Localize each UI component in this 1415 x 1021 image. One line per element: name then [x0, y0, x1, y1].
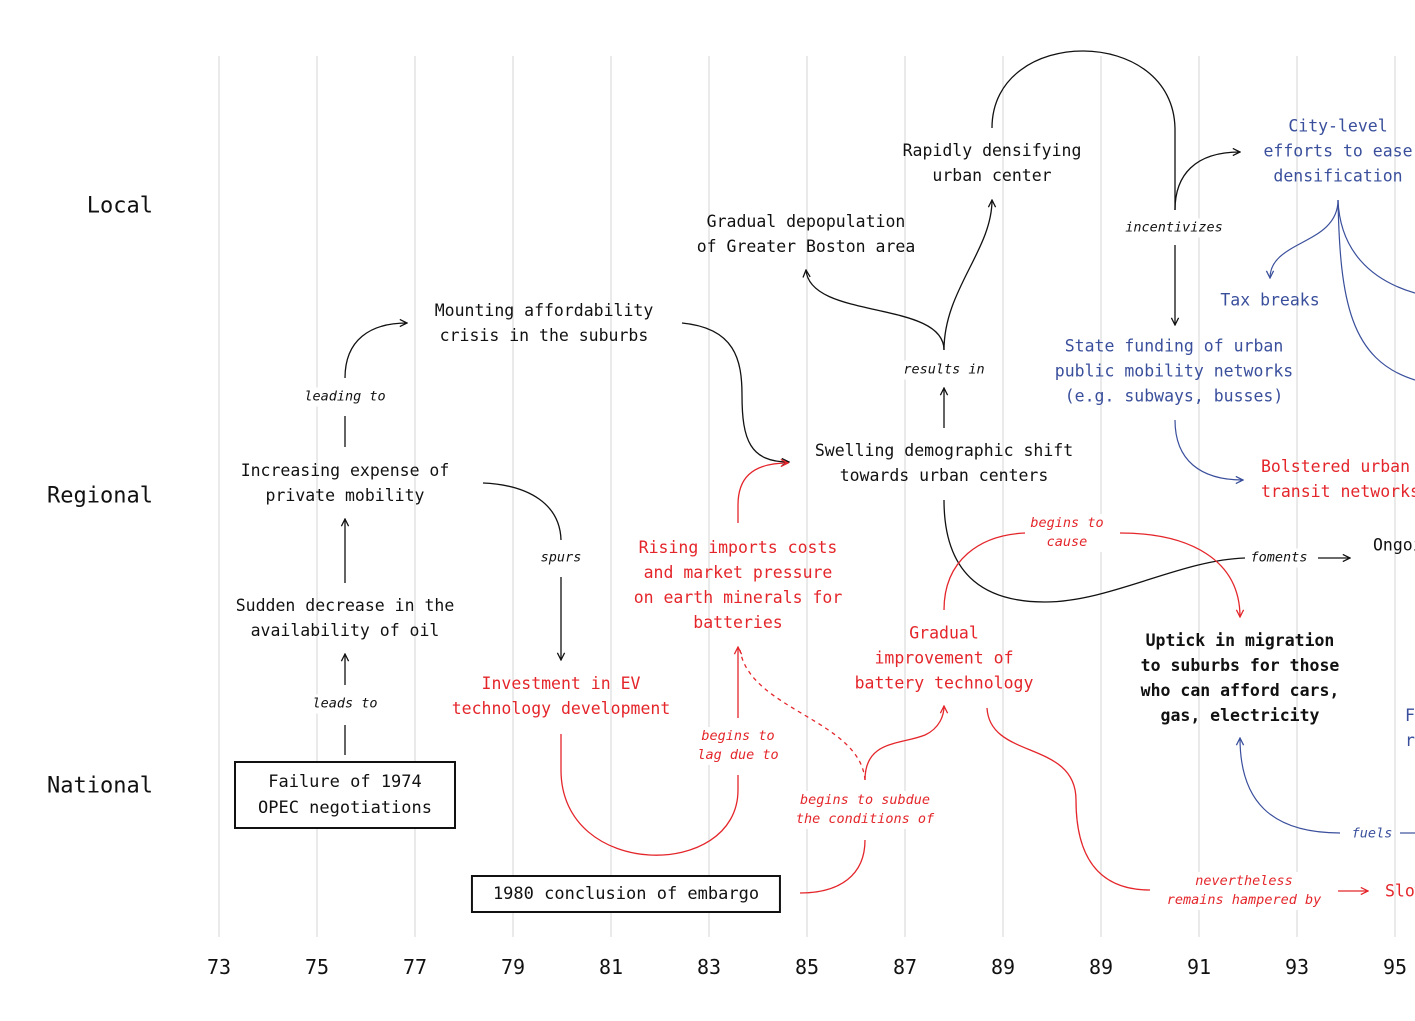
year-tick: 79 [500, 955, 526, 979]
level-national: National [47, 773, 153, 799]
edge-cause-to-uptick [1119, 532, 1240, 617]
year-tick: 89 [1088, 955, 1114, 979]
edge-battery-to-cause [943, 532, 1026, 611]
year-tick: 91 [1186, 955, 1212, 979]
node-rising-imports: Rising imports costs and market pressure… [633, 538, 843, 632]
node-oil-decrease: Sudden decrease in the availability of o… [235, 596, 455, 640]
edge-densifying-to-incentivizes [991, 50, 1176, 210]
label-leading-to: leading to [304, 387, 386, 407]
node-demographic-shift: Swelling demographic shift towards urban… [814, 441, 1074, 485]
edge-leadingto-to-affordability [344, 323, 407, 379]
node-slow: Slow [1385, 881, 1415, 901]
node-battery-improvement: Gradual improvement of battery technolog… [854, 623, 1034, 693]
edge-battery-to-nevertheless [986, 707, 1151, 891]
edge-investment-to-lag [560, 734, 739, 856]
node-bolstered-transit: Bolstered urban transit networks [1261, 457, 1415, 501]
year-tick: 89 [990, 955, 1016, 979]
edge-city-to-right-1 [1337, 199, 1415, 294]
year-tick: 77 [402, 955, 428, 979]
node-private-mobility-expense: Increasing expense of private mobility [240, 461, 450, 505]
node-depopulation: Gradual depopulation of Greater Boston a… [696, 212, 916, 256]
edge-city-to-taxbreaks [1270, 199, 1339, 278]
node-investment-ev: Investment in EV technology development [451, 674, 671, 718]
year-tick: 85 [794, 955, 820, 979]
edge-demographic-to-foments [943, 499, 1246, 603]
node-uptick-migration: Uptick in migration to suburbs for those… [1140, 631, 1340, 725]
edge-subdue-to-battery [864, 706, 944, 781]
node-right-edge-blue: F r [1405, 706, 1415, 750]
level-local: Local [86, 193, 153, 219]
node-city-level-efforts: City-level efforts to ease densification [1263, 116, 1413, 186]
label-nevertheless: nevertheless remains hampered by [1166, 872, 1322, 910]
edge-state-to-bolstered [1174, 419, 1243, 480]
edge-incentivizes-to-city [1174, 152, 1240, 211]
label-begins-to-lag: begins to lag due to [697, 727, 779, 765]
year-tick: 87 [892, 955, 918, 979]
edge-resultsin-to-depopulation [806, 270, 945, 351]
edge-resultsin-to-densifying [943, 200, 992, 351]
label-results-in: results in [903, 360, 985, 380]
label-fuels: fuels [1351, 824, 1393, 844]
year-tick: 75 [304, 955, 330, 979]
node-tax-breaks: Tax breaks [1220, 290, 1320, 310]
label-incentivizes: incentivizes [1125, 218, 1223, 238]
year-tick: 73 [206, 955, 232, 979]
node-ongoing: Ongoing [1373, 535, 1415, 555]
node-embargo-conclusion: 1980 conclusion of embargo [470, 875, 782, 913]
label-begins-to-cause: begins to cause [1030, 514, 1104, 552]
edge-affordability-to-demographic [681, 322, 789, 462]
node-opec-failure: Failure of 1974 OPEC negotiations [234, 761, 456, 829]
node-state-funding: State funding of urban public mobility n… [1054, 336, 1294, 406]
year-tick: 83 [696, 955, 722, 979]
node-densifying-urban-center: Rapidly densifying urban center [902, 141, 1082, 185]
year-tick: 81 [598, 955, 624, 979]
edge-city-to-right-2 [1337, 199, 1415, 381]
edge-embargo-to-subdue [799, 839, 866, 894]
year-tick: 93 [1284, 955, 1310, 979]
label-foments: foments [1250, 548, 1308, 568]
node-affordability-crisis: Mounting affordability crisis in the sub… [434, 301, 654, 345]
level-regional: Regional [47, 483, 153, 509]
label-spurs: spurs [540, 548, 582, 568]
edge-expense-to-spurs [482, 482, 562, 541]
year-tick: 95 [1382, 955, 1408, 979]
edge-rising-to-demographic [737, 463, 788, 523]
label-leads-to: leads to [312, 694, 378, 714]
edge-fuels-to-uptick [1240, 738, 1341, 834]
label-begins-to-subdue: begins to subdue the conditions of [795, 791, 935, 829]
